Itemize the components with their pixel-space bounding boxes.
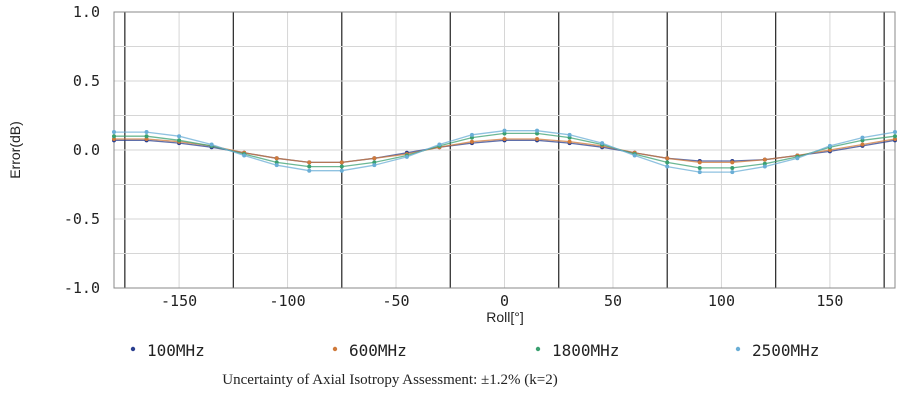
data-point-1800MHz (535, 131, 540, 136)
data-point-600MHz (730, 160, 735, 165)
data-point-1800MHz (469, 135, 474, 140)
data-point-600MHz (372, 156, 377, 161)
data-point-2500MHz (274, 163, 279, 168)
caption: Uncertainty of Axial Isotropy Assessment… (222, 372, 557, 388)
data-point-1800MHz (339, 164, 344, 169)
legend-marker-2500MHz (735, 346, 741, 352)
data-point-2500MHz (339, 168, 344, 173)
data-point-2500MHz (730, 170, 735, 175)
data-point-1800MHz (567, 135, 572, 140)
data-point-600MHz (665, 156, 670, 161)
data-point-1800MHz (307, 164, 312, 169)
x-tick-label: -150 (161, 292, 197, 310)
data-point-600MHz (307, 160, 312, 165)
data-point-600MHz (827, 148, 832, 152)
legend: 100MHz 600MHz 1800MHz 2500MHz (130, 341, 819, 360)
data-point-2500MHz (209, 142, 214, 147)
data-point-2500MHz (632, 153, 637, 158)
data-point-600MHz (502, 136, 507, 141)
data-point-600MHz (860, 142, 865, 147)
data-point-2500MHz (404, 154, 409, 159)
data-point-1800MHz (762, 161, 767, 166)
data-point-1800MHz (697, 165, 702, 170)
data-point-2500MHz (307, 168, 312, 173)
data-point-1800MHz (665, 160, 670, 165)
x-tick-label: -50 (382, 292, 409, 310)
data-point-2500MHz (502, 128, 507, 133)
data-point-2500MHz (600, 141, 605, 146)
data-point-2500MHz (827, 143, 832, 148)
data-point-600MHz (697, 160, 702, 165)
y-tick-label: 1.0 (73, 3, 100, 21)
data-point-1800MHz (730, 165, 735, 170)
series-points (112, 128, 897, 175)
data-point-1800MHz (177, 138, 182, 143)
data-point-2500MHz (567, 132, 572, 137)
legend-marker-600MHz (332, 346, 338, 352)
x-axis-label: Roll[°] (486, 309, 524, 325)
plot-area-frame (113, 11, 896, 289)
legend-marker-1800MHz (535, 346, 541, 352)
y-tick-labels: 1.0 0.5 0.0 -0.5 -1.0 (64, 3, 100, 297)
data-point-600MHz (762, 157, 767, 162)
legend-label-1800MHz: 1800MHz (552, 341, 619, 360)
data-point-1800MHz (372, 160, 377, 165)
data-point-1800MHz (893, 134, 897, 139)
data-point-2500MHz (112, 130, 116, 135)
y-tick-label: 0.5 (73, 72, 100, 90)
data-point-2500MHz (697, 170, 702, 175)
legend-label-600MHz: 600MHz (349, 341, 407, 360)
data-point-2500MHz (177, 134, 182, 139)
data-point-2500MHz (144, 130, 149, 135)
data-point-1800MHz (502, 131, 507, 136)
data-point-600MHz (893, 136, 897, 141)
data-point-600MHz (112, 136, 116, 141)
legend-marker-100MHz (130, 346, 136, 352)
data-point-2500MHz (795, 156, 800, 161)
data-point-1800MHz (274, 160, 279, 165)
x-tick-label: 0 (500, 292, 509, 310)
data-point-600MHz (567, 139, 572, 144)
x-tick-labels: -150 -100 -50 0 50 100 150 (161, 292, 843, 310)
data-point-1800MHz (112, 134, 116, 139)
legend-label-2500MHz: 2500MHz (752, 341, 819, 360)
data-point-600MHz (144, 136, 149, 141)
data-point-1800MHz (860, 138, 865, 143)
data-point-2500MHz (665, 164, 670, 169)
data-point-600MHz (535, 136, 540, 141)
y-tick-label: -0.5 (64, 210, 100, 228)
x-tick-label: 100 (708, 292, 735, 310)
data-point-2500MHz (242, 153, 247, 158)
data-point-2500MHz (372, 163, 377, 168)
data-point-2500MHz (893, 130, 897, 135)
x-tick-label: -100 (269, 292, 305, 310)
data-point-600MHz (339, 160, 344, 165)
y-axis-label: Error(dB) (7, 121, 23, 179)
x-tick-label: 150 (816, 292, 843, 310)
data-point-2500MHz (437, 142, 442, 147)
x-tick-label: 50 (604, 292, 622, 310)
data-point-2500MHz (860, 135, 865, 140)
y-tick-label: -1.0 (64, 279, 100, 297)
data-point-2500MHz (535, 128, 540, 133)
data-point-2500MHz (469, 132, 474, 137)
data-point-1800MHz (144, 134, 149, 139)
data-point-600MHz (274, 156, 279, 161)
data-point-600MHz (469, 139, 474, 144)
legend-label-100MHz: 100MHz (147, 341, 205, 360)
data-point-2500MHz (762, 164, 767, 169)
y-tick-label: 0.0 (73, 141, 100, 159)
